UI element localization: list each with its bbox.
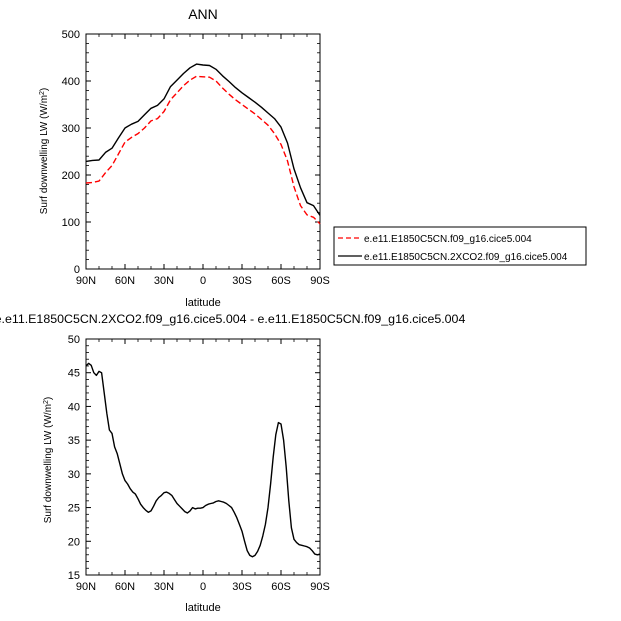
panel-top-series-group	[85, 63, 321, 225]
legend-label-2xco2: e.e11.E1850C5CN.2XCO2.f09_g16.cice5.004	[364, 252, 568, 263]
panel-bottom-ytick-label: 15	[68, 570, 80, 582]
panel-bottom-xtick-label: 60N	[115, 581, 135, 593]
panel-bottom-xtick-label: 90S	[310, 581, 330, 593]
legend-box	[333, 226, 587, 266]
panel-top-ylabel: Surf downwelling LW (W/m2)	[39, 88, 51, 215]
panel-top-title: ANN	[188, 6, 218, 22]
panel-top-xtick-label: 30S	[232, 275, 252, 287]
panel-top-series-line-0	[85, 75, 321, 225]
panel-bottom-ylabel-main: Surf downwelling LW (W/m	[43, 404, 54, 523]
panel-top-ytick-label: 300	[62, 123, 80, 135]
panel-top-xtick-label: 60S	[271, 275, 291, 287]
panel-top-y-axis: 0 100 200 300 400 500	[62, 29, 320, 276]
panel-bottom-xlabel: latitude	[185, 602, 220, 614]
panel-bottom-ytick-label: 45	[68, 368, 80, 380]
panel-bottom-ytick-label: 50	[68, 334, 80, 346]
panel-top-ytick-label: 100	[62, 217, 80, 229]
panel-bottom-xtick-label: 60S	[271, 581, 291, 593]
panel-bottom-series-line-0	[85, 362, 321, 558]
panel-bottom-ytick-label: 25	[68, 503, 80, 515]
legend: e.e11.E1850C5CN.f09_g16.cice5.004 e.e11.…	[333, 226, 587, 266]
panel-top-ytick-label: 200	[62, 170, 80, 182]
panel-top-plot-frame	[85, 33, 321, 270]
panel-top-ytick-label: 400	[62, 76, 80, 88]
panel-top-xlabel: latitude	[185, 297, 220, 309]
panel-top: ANN 90N 60N 30N 0 30S 60S 90S 0 100 200 300 400 500…	[39, 6, 330, 309]
panel-top-xtick-label: 90S	[310, 275, 330, 287]
panel-bottom-x-axis: 90N 60N 30N 0 30S 60S 90S	[76, 339, 330, 593]
panel-bottom-title: e.e11.E1850C5CN.2XCO2.f09_g16.cice5.004 …	[0, 312, 465, 326]
panel-bottom-y-axis: 15 20 25 30 35 40 45 50	[68, 334, 320, 582]
panel-top-xtick-label: 90N	[76, 275, 96, 287]
legend-label-control: e.e11.E1850C5CN.f09_g16.cice5.004	[364, 234, 532, 245]
panel-bottom-ytick-label: 20	[68, 536, 80, 548]
panel-top-ytick-label: 500	[62, 29, 80, 41]
panel-top-xtick-label: 30N	[154, 275, 174, 287]
panel-bottom-ytick-label: 30	[68, 469, 80, 481]
panel-bottom-ylabel-tail: )	[43, 397, 54, 400]
panel-bottom-ylabel: Surf downwelling LW (W/m2)	[43, 397, 55, 524]
panel-bottom-series-group	[85, 362, 321, 558]
panel-top-ylabel-main: Surf downwelling LW (W/m	[39, 95, 50, 214]
panel-bottom-xtick-label: 0	[200, 581, 206, 593]
panel-top-xtick-label: 60N	[115, 275, 135, 287]
panel-bottom: e.e11.E1850C5CN.2XCO2.f09_g16.cice5.004 …	[0, 312, 465, 614]
panel-top-x-axis: 90N 60N 30N 0 30S 60S 90S	[76, 34, 330, 287]
panel-bottom-xtick-label: 30S	[232, 581, 252, 593]
panel-bottom-ytick-label: 35	[68, 435, 80, 447]
panel-bottom-xtick-label: 90N	[76, 581, 96, 593]
panel-top-ytick-label: 0	[74, 264, 80, 276]
panel-bottom-xtick-label: 30N	[154, 581, 174, 593]
panel-top-series-line-1	[85, 63, 321, 216]
panel-bottom-ytick-label: 40	[68, 401, 80, 413]
panel-top-xtick-label: 0	[200, 275, 206, 287]
panel-top-ylabel-sup: 2	[39, 91, 46, 95]
panel-top-ylabel-tail: )	[39, 88, 50, 91]
panel-bottom-ylabel-sup: 2	[43, 400, 50, 404]
